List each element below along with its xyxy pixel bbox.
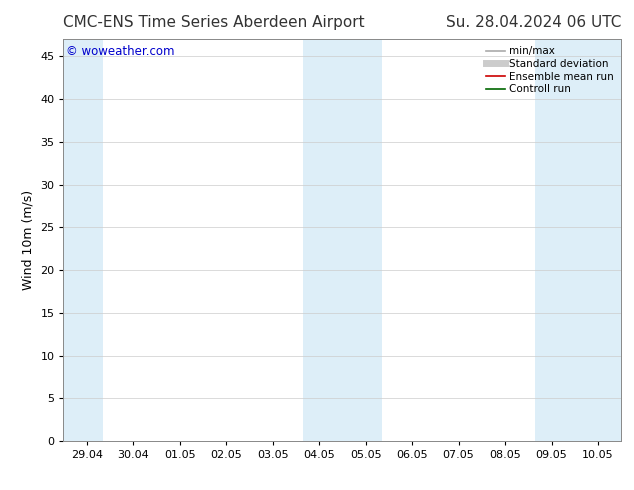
Bar — [535, 39, 621, 441]
Bar — [63, 39, 103, 441]
Legend: min/max, Standard deviation, Ensemble mean run, Controll run: min/max, Standard deviation, Ensemble me… — [484, 45, 616, 97]
Bar — [303, 39, 382, 441]
Y-axis label: Wind 10m (m/s): Wind 10m (m/s) — [22, 190, 35, 290]
Text: © woweather.com: © woweather.com — [66, 45, 175, 58]
Text: Su. 28.04.2024 06 UTC: Su. 28.04.2024 06 UTC — [446, 15, 621, 30]
Text: CMC-ENS Time Series Aberdeen Airport: CMC-ENS Time Series Aberdeen Airport — [63, 15, 365, 30]
